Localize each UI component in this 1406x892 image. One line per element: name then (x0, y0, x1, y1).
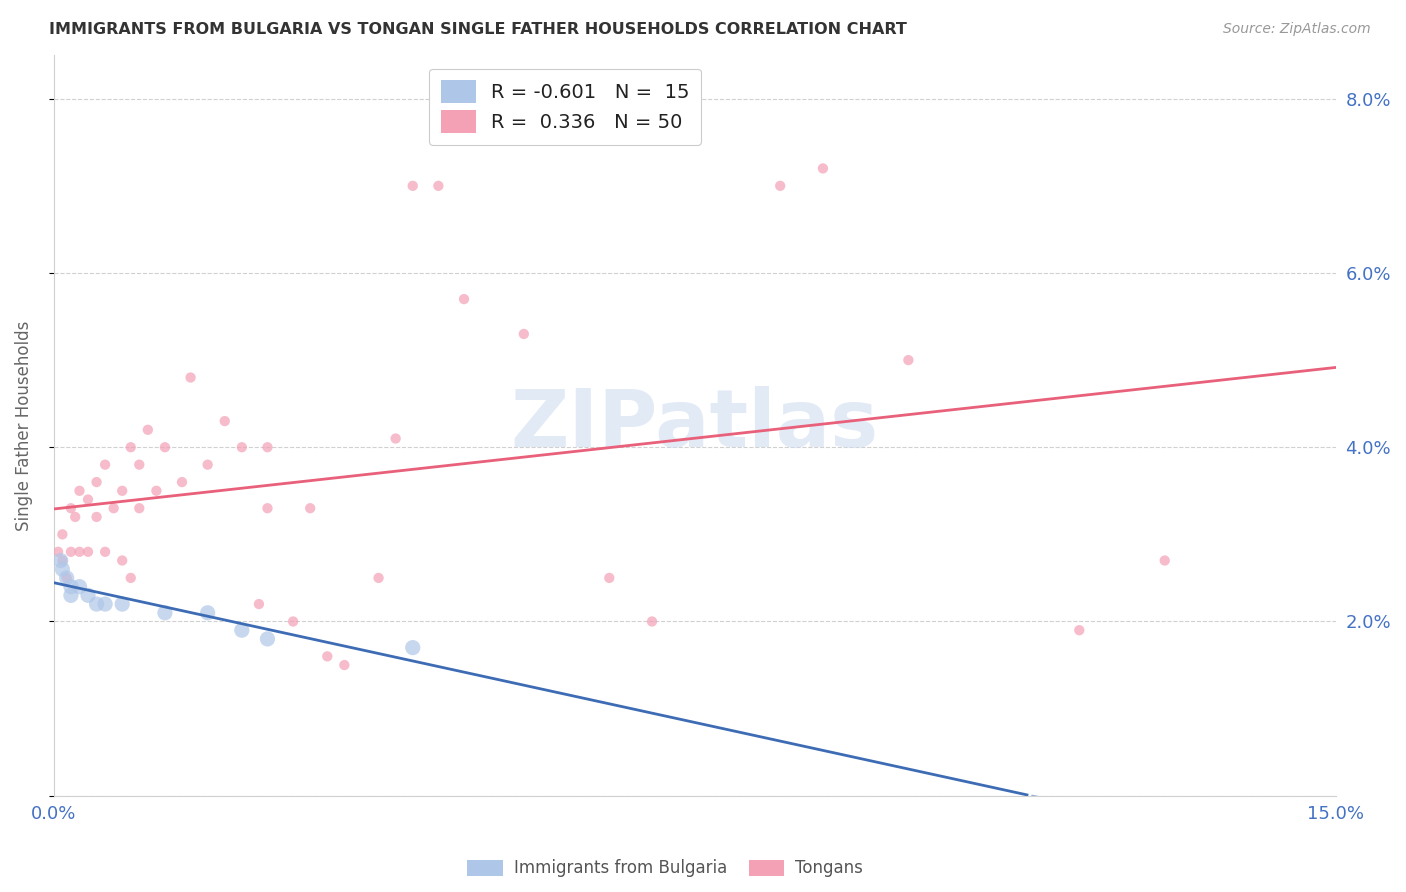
Point (367, 571, 389, 585)
Text: Immigrants from Bulgaria: Immigrants from Bulgaria (515, 859, 727, 877)
Point (59, 580, 82, 594)
Point (51, 562, 73, 576)
Point (231, 440, 253, 454)
Point (256, 501, 278, 516)
Point (94, 545, 117, 559)
Point (86, 597, 108, 611)
Point (170, 475, 193, 489)
Point (86, 475, 108, 489)
Point (197, 458, 219, 472)
Point (214, 414, 236, 428)
Point (55, 571, 77, 585)
Point (51, 527, 73, 541)
Point (136, 423, 159, 437)
Point (111, 483, 134, 498)
Point (145, 483, 167, 498)
Point (281, 615, 304, 629)
Point (128, 501, 150, 516)
Point (111, 553, 134, 567)
Point (256, 440, 278, 454)
Point (120, 571, 142, 585)
Point (247, 597, 270, 611)
Text: Source: ZipAtlas.com: Source: ZipAtlas.com (1223, 22, 1371, 37)
Point (153, 606, 176, 620)
Point (69, 580, 91, 594)
Point (86, 510, 108, 524)
Point (598, 571, 620, 585)
Point (77, 588, 100, 602)
Point (59, 545, 82, 559)
Point (69, 483, 91, 498)
Point (111, 597, 134, 611)
Point (51, 553, 73, 567)
Point (46, 545, 69, 559)
Point (128, 458, 150, 472)
Point (103, 501, 125, 516)
Point (256, 632, 278, 646)
Point (333, 658, 356, 673)
Point (1069, 624, 1091, 638)
Point (94, 597, 117, 611)
Point (427, 178, 450, 193)
Point (197, 606, 219, 620)
Point (77, 545, 100, 559)
Point (77, 492, 100, 507)
Text: ZIPatlas: ZIPatlas (510, 386, 879, 465)
Point (811, 161, 834, 176)
Point (153, 440, 176, 454)
Point (1153, 553, 1175, 567)
Point (55, 571, 77, 585)
Point (120, 440, 142, 454)
Point (180, 370, 202, 384)
Point (402, 178, 425, 193)
Point (384, 432, 406, 446)
Legend: R = -0.601   N =  15, R =  0.336   N = 50: R = -0.601 N = 15, R = 0.336 N = 50 (429, 69, 702, 145)
Point (513, 326, 536, 341)
Point (63, 510, 86, 524)
Point (453, 292, 475, 306)
Point (69, 545, 91, 559)
Point (641, 615, 664, 629)
Point (59, 588, 82, 602)
Point (402, 640, 425, 655)
Text: Tongans: Tongans (796, 859, 863, 877)
Point (94, 458, 117, 472)
Y-axis label: Single Father Households: Single Father Households (15, 320, 32, 531)
Point (49, 553, 72, 567)
Point (897, 353, 920, 368)
Text: IMMIGRANTS FROM BULGARIA VS TONGAN SINGLE FATHER HOUSEHOLDS CORRELATION CHART: IMMIGRANTS FROM BULGARIA VS TONGAN SINGL… (49, 22, 907, 37)
Point (299, 501, 322, 516)
Point (59, 501, 82, 516)
Point (316, 649, 339, 664)
Point (769, 178, 792, 193)
Point (231, 624, 253, 638)
